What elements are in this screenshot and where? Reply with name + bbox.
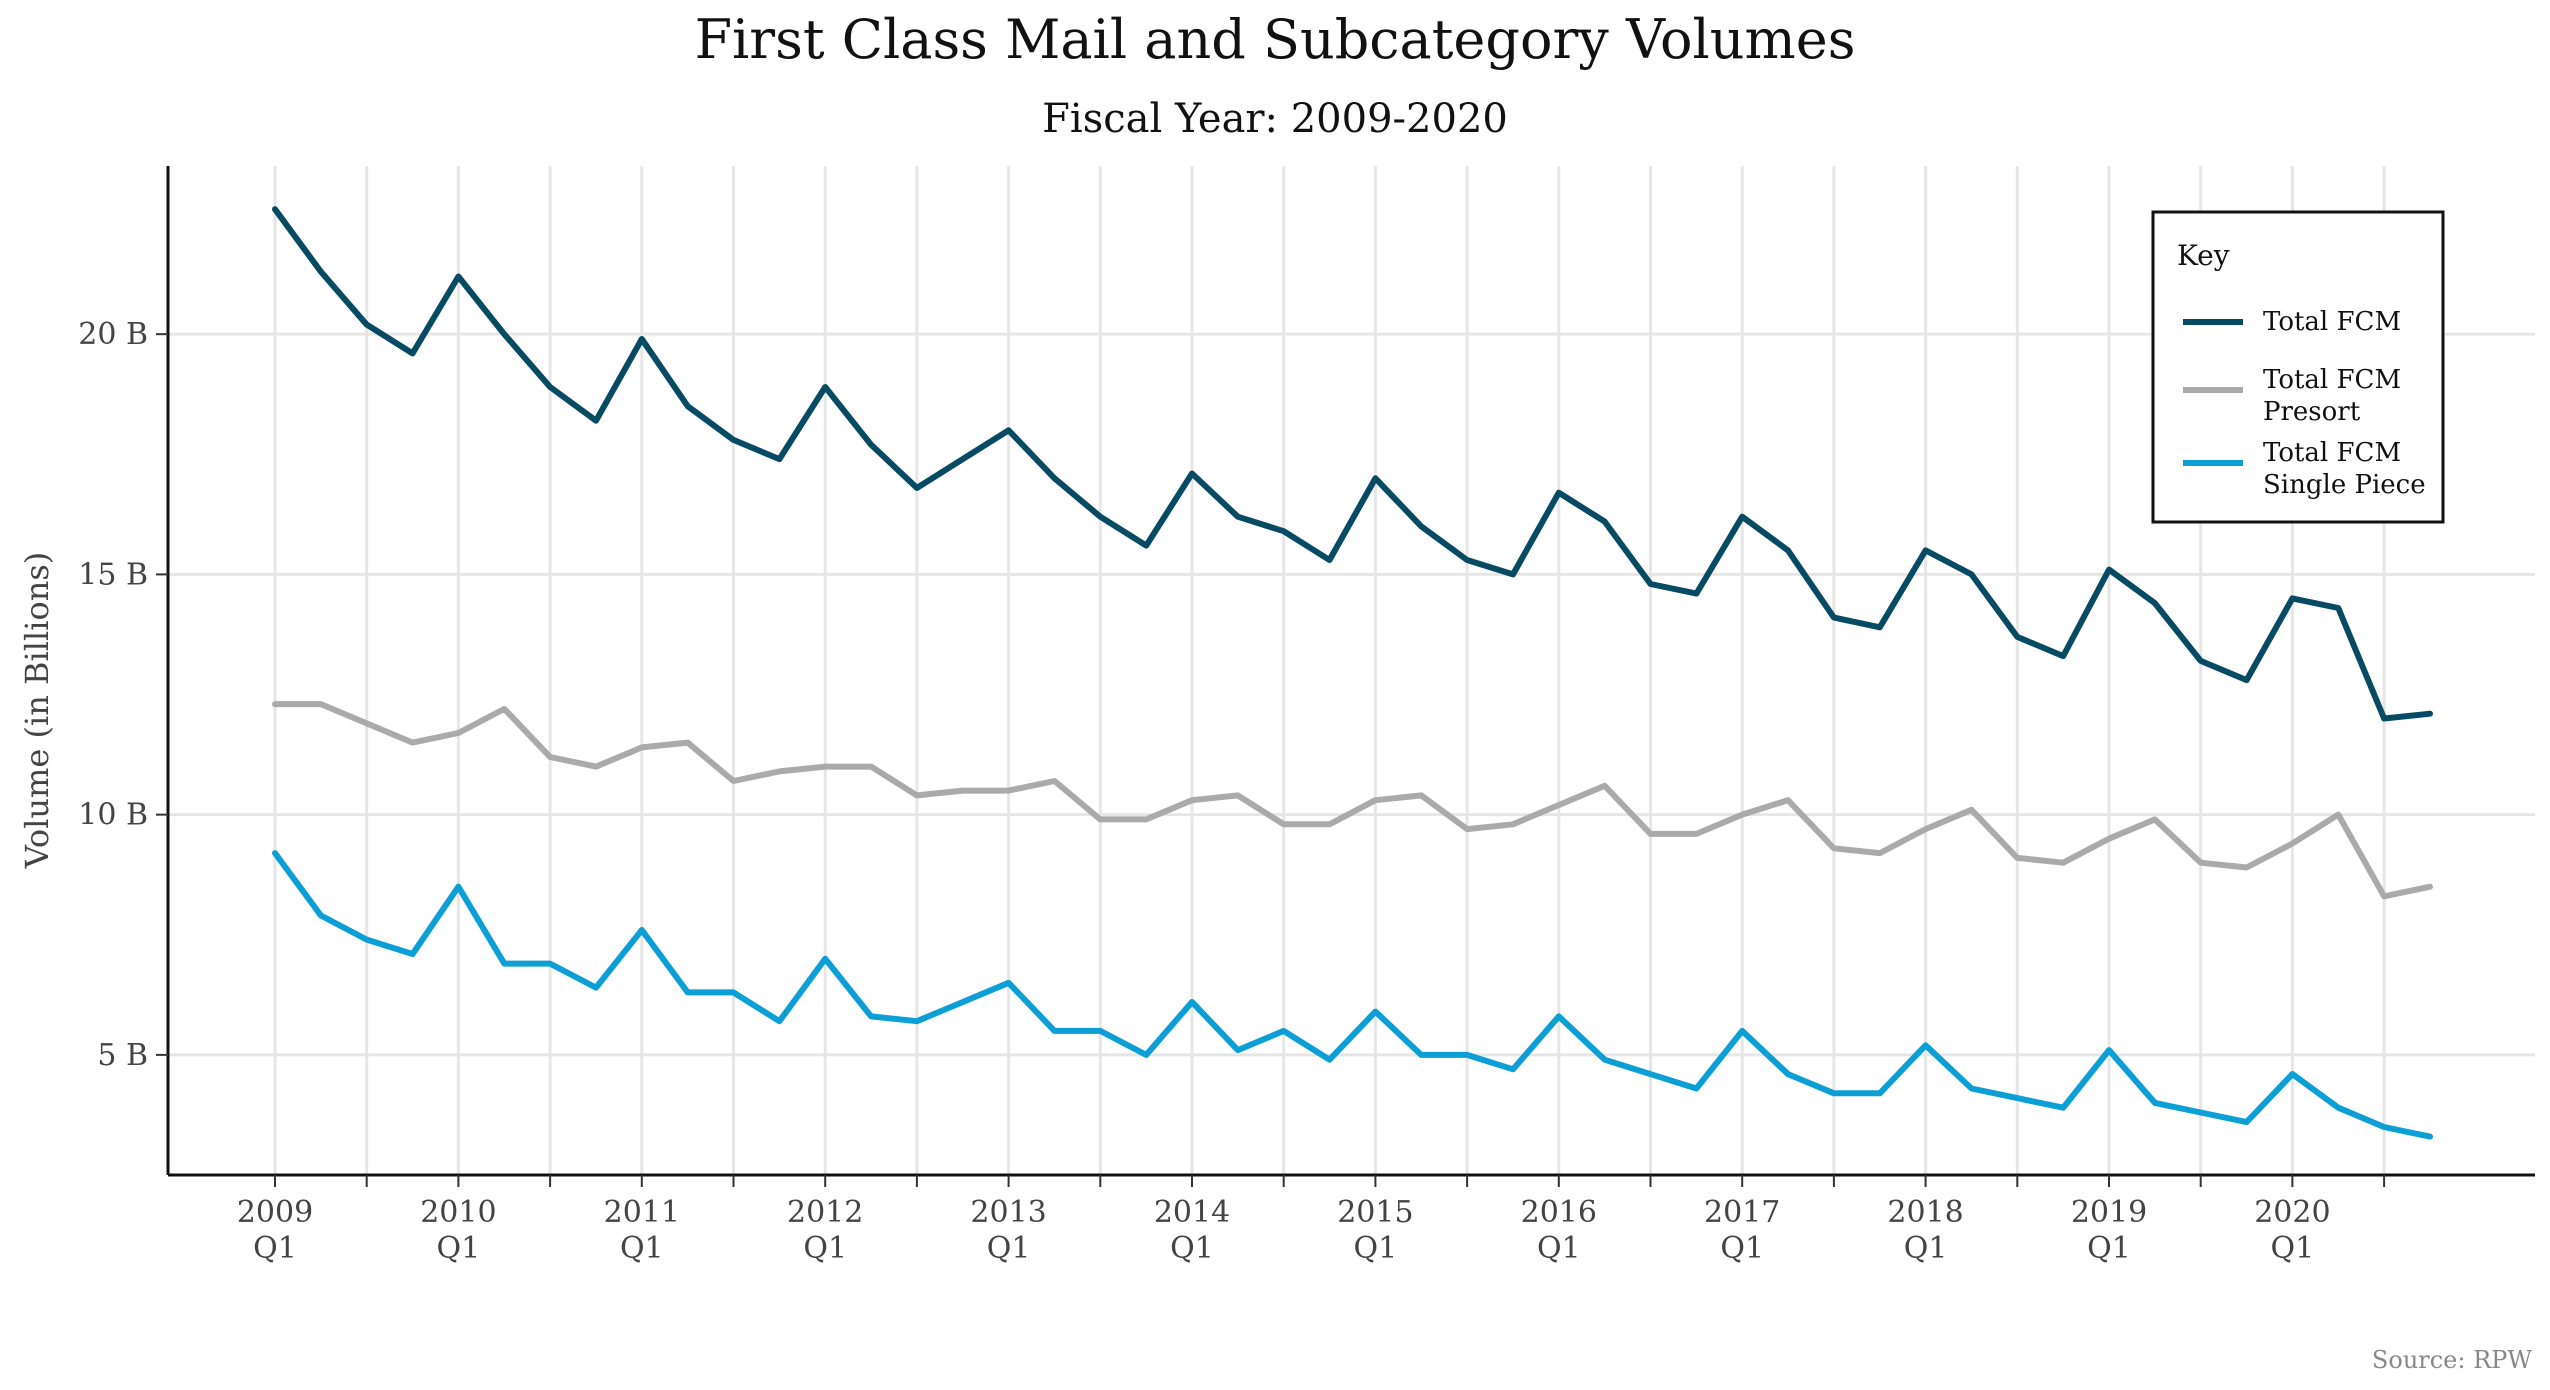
- x-tick-label-quarter: Q1: [803, 1231, 847, 1266]
- x-tick-label-year: 2020: [2254, 1195, 2330, 1230]
- x-tick-label-year: 2011: [604, 1195, 680, 1230]
- series-line-total-fcm-presort: [272, 701, 2433, 900]
- x-tick-label-year: 2018: [1887, 1195, 1963, 1230]
- x-tick-label-quarter: Q1: [620, 1231, 664, 1266]
- legend-label: Single Piece: [2263, 470, 2426, 500]
- series-line-total-fcm-single-piece: [272, 850, 2433, 1140]
- source-note: Source: RPW: [2372, 1346, 2532, 1374]
- legend-label: Presort: [2263, 397, 2361, 427]
- chart-title: First Class Mail and Subcategory Volumes: [695, 8, 1856, 71]
- x-tick-label-year: 2016: [1521, 1195, 1597, 1230]
- x-tick-label-quarter: Q1: [437, 1231, 481, 1266]
- x-tick-label-year: 2014: [1154, 1195, 1230, 1230]
- series-lines: [272, 206, 2433, 1140]
- x-tick-label-quarter: Q1: [1904, 1231, 1948, 1266]
- y-axis-label: Volume (in Billions): [18, 552, 56, 869]
- y-tick-label: 5 B: [97, 1038, 148, 1073]
- y-tick-label: 15 B: [78, 557, 148, 592]
- y-tick-label: 10 B: [78, 798, 148, 833]
- x-tick-label-quarter: Q1: [1537, 1231, 1581, 1266]
- legend-label: Total FCM: [2263, 307, 2401, 337]
- x-tick-label-quarter: Q1: [253, 1231, 297, 1266]
- legend-label: Total FCM: [2263, 438, 2401, 468]
- x-tick-label-year: 2009: [237, 1195, 313, 1230]
- x-tick-label-quarter: Q1: [1354, 1231, 1398, 1266]
- y-tick-label: 20 B: [78, 317, 148, 352]
- x-tick-label-quarter: Q1: [1170, 1231, 1214, 1266]
- x-tick-label-year: 2017: [1704, 1195, 1780, 1230]
- legend-box: [2151, 210, 2445, 524]
- x-tick-label-quarter: Q1: [987, 1231, 1031, 1266]
- x-tick-label-year: 2013: [970, 1195, 1046, 1230]
- x-tick-label-year: 2012: [787, 1195, 863, 1230]
- series-line-total-fcm: [272, 206, 2433, 722]
- y-axis-ticks: 5 B 10 B 15 B 20 B: [78, 317, 168, 1073]
- x-tick-label-year: 2010: [420, 1195, 496, 1230]
- x-axis-ticks: 2009Q12010Q12011Q12012Q12013Q12014Q12015…: [237, 1175, 2386, 1266]
- x-tick-label-quarter: Q1: [2271, 1231, 2315, 1266]
- legend-label: Total FCM: [2263, 365, 2401, 395]
- x-tick-label-year: 2019: [2071, 1195, 2147, 1230]
- chart-subtitle: Fiscal Year: 2009-2020: [1042, 96, 1508, 142]
- legend-title: Key: [2177, 239, 2230, 272]
- gridlines: [168, 166, 2535, 1175]
- x-tick-label-year: 2015: [1337, 1195, 1413, 1230]
- x-tick-label-quarter: Q1: [2087, 1231, 2131, 1266]
- x-tick-label-quarter: Q1: [1720, 1231, 1764, 1266]
